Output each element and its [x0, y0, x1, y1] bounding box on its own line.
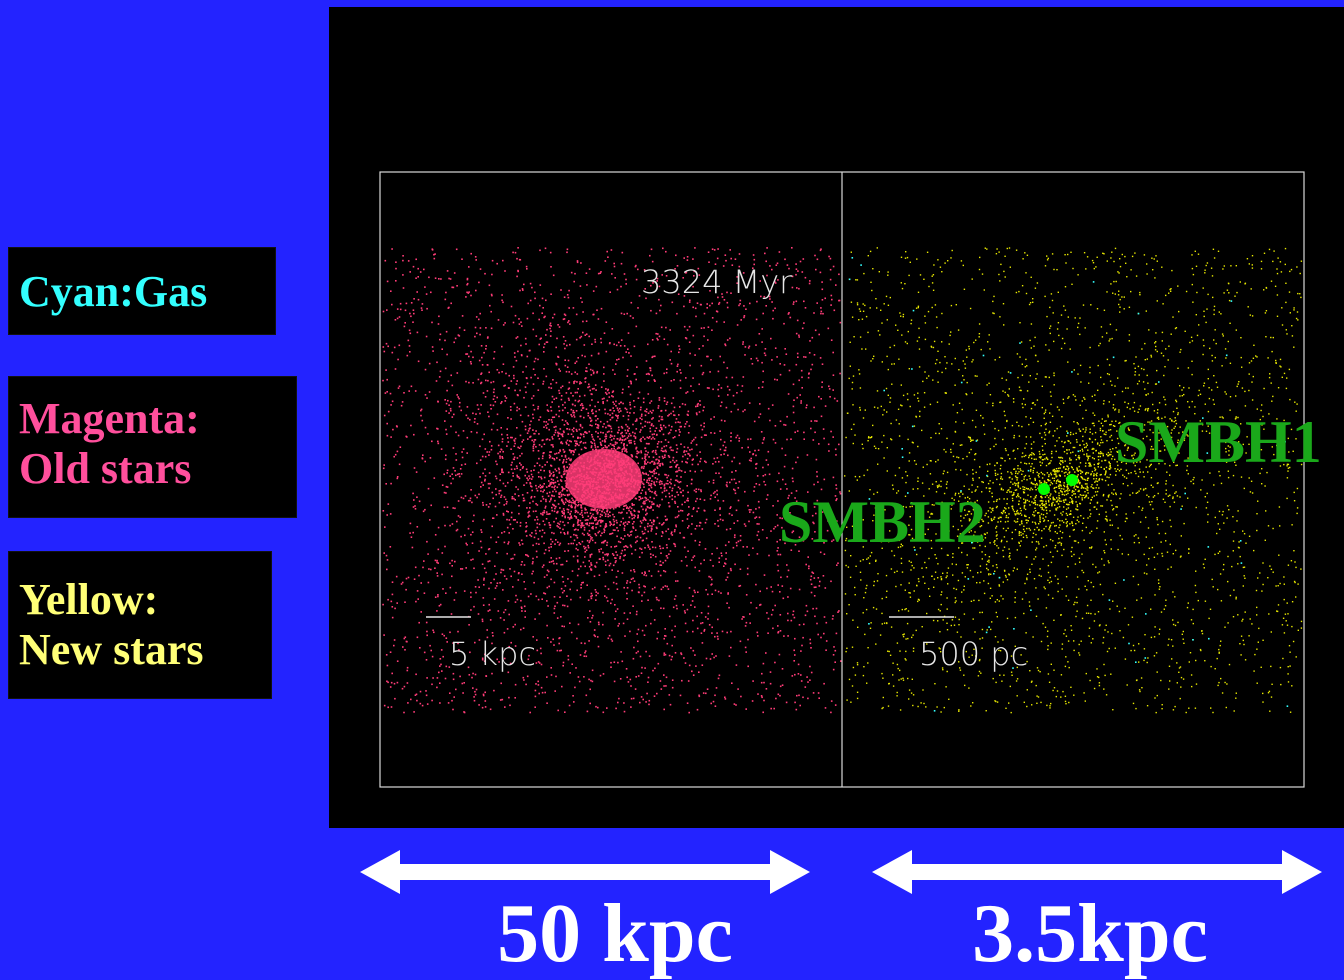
right-span-label: 3.5kpc [895, 892, 1285, 976]
simulation-image: 3324 Myr 5 kpc 500 pc SMBH1 SMBH2 [329, 7, 1344, 828]
legend-gas: Cyan:Gas [8, 247, 276, 335]
legend-old-stars-line1: Magenta: [19, 394, 286, 444]
smbh1-marker [1066, 474, 1078, 486]
time-label: 3324 Myr [641, 263, 793, 301]
legend-old-stars: Magenta: Old stars [8, 376, 297, 518]
right-scale-label: 500 pc [919, 635, 1028, 673]
legend-new-stars-line1: Yellow: [19, 575, 261, 625]
legend-new-stars: Yellow: New stars [8, 551, 272, 699]
legend-new-stars-line2: New stars [19, 625, 261, 675]
legend-old-stars-line2: Old stars [19, 444, 286, 494]
legend-gas-label: Cyan:Gas [19, 267, 265, 317]
left-scale-label: 5 kpc [449, 635, 536, 673]
smbh2-marker [1038, 483, 1050, 495]
smbh2-label: SMBH2 [779, 489, 986, 555]
smbh1-label: SMBH1 [1115, 409, 1322, 475]
left-span-label: 50 kpc [420, 892, 810, 976]
simulation-canvas: 3324 Myr 5 kpc 500 pc SMBH1 SMBH2 [329, 7, 1344, 828]
